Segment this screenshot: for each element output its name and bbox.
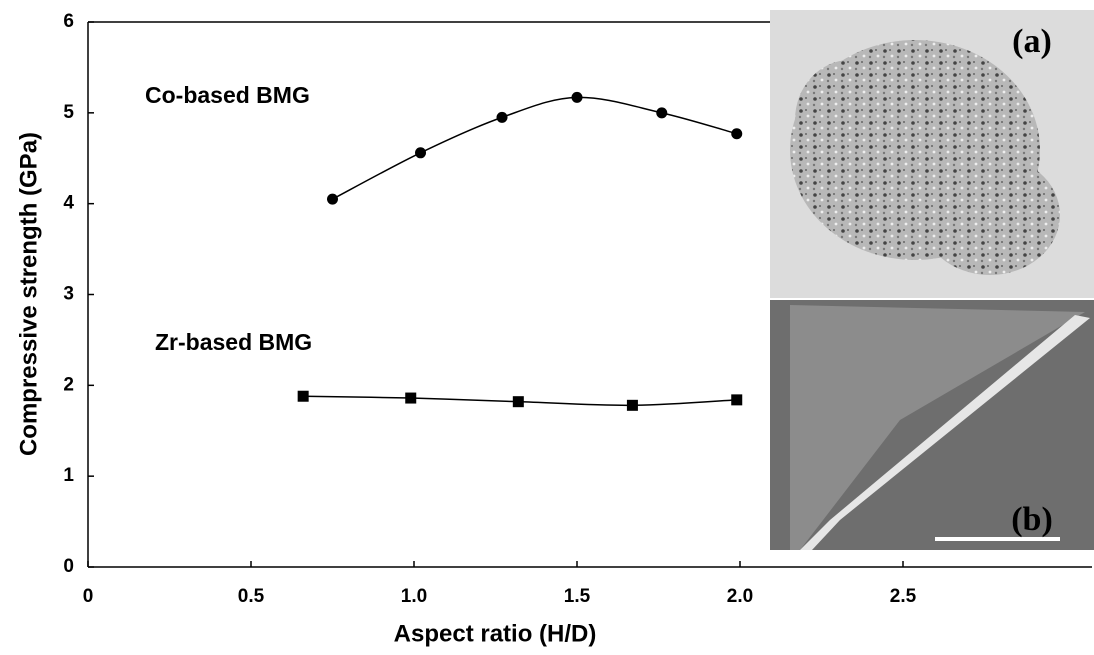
- marker: [327, 194, 338, 205]
- x-tick-label: 2.0: [727, 586, 753, 607]
- marker: [572, 92, 583, 103]
- y-tick-label: 3: [63, 284, 74, 305]
- panel-label: (a): [1012, 23, 1052, 60]
- x-tick-label: 2.5: [890, 586, 917, 607]
- x-tick-label: 0: [83, 586, 94, 607]
- marker: [627, 400, 638, 411]
- series-label: Co-based BMG: [145, 82, 310, 108]
- panel-label: (b): [1011, 501, 1053, 538]
- series-line: [333, 97, 737, 199]
- x-axis-label: Aspect ratio (H/D): [394, 620, 597, 647]
- marker: [731, 394, 742, 405]
- y-tick-label: 2: [63, 374, 74, 395]
- marker: [415, 147, 426, 158]
- y-tick-label: 0: [63, 556, 74, 577]
- chart: (a) (b) Aspect ratio (H/D) Compressive s…: [0, 0, 1094, 655]
- y-tick-label: 5: [63, 102, 74, 123]
- series-label: Zr-based BMG: [155, 329, 312, 355]
- marker: [731, 128, 742, 139]
- marker: [513, 396, 524, 407]
- x-tick-label: 0.5: [238, 586, 265, 607]
- x-tick-label: 1.5: [564, 586, 591, 607]
- marker: [405, 393, 416, 404]
- y-tick-label: 6: [63, 11, 74, 32]
- x-tick-label: 1.0: [401, 586, 427, 607]
- y-tick-label: 4: [63, 193, 74, 214]
- marker: [656, 107, 667, 118]
- marker: [497, 112, 508, 123]
- marker: [298, 391, 309, 402]
- y-tick-label: 1: [63, 465, 74, 486]
- y-axis-label: Compressive strength (GPa): [15, 132, 42, 456]
